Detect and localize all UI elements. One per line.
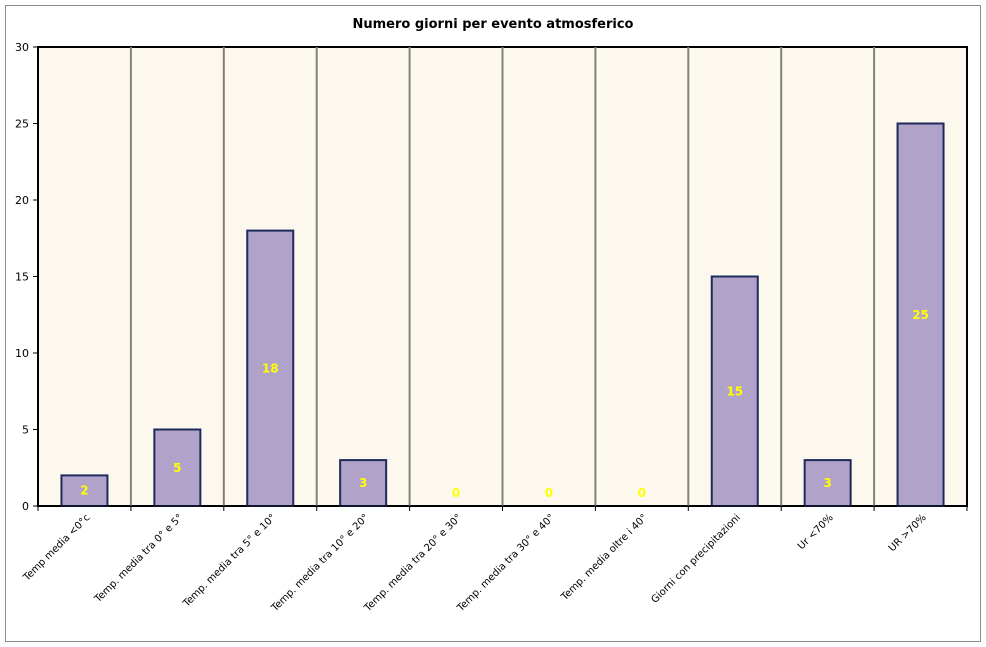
x-tick-label: UR >70% <box>887 512 929 554</box>
x-tick-label: Temp. media tra 20° e 30° <box>362 512 464 614</box>
data-label: 5 <box>173 461 181 475</box>
data-label: 0 <box>452 486 460 500</box>
x-tick-label: Temp. media tra 5° e 10° <box>181 512 279 610</box>
bar <box>710 275 759 507</box>
data-label: 25 <box>912 308 929 322</box>
data-label: 3 <box>359 476 367 490</box>
y-tick-label: 10 <box>15 347 29 360</box>
x-tick-label: Temp. media oltre i 40° <box>559 512 650 603</box>
chart-title: Numero giorni per evento atmosferico <box>353 17 634 32</box>
data-label: 2 <box>80 484 88 498</box>
data-label: 18 <box>262 361 279 375</box>
x-tick-label: Temp media <0°c <box>21 512 93 584</box>
y-tick-label: 0 <box>22 500 29 513</box>
bar <box>803 459 852 508</box>
x-tick-label: Temp. media tra 30° e 40° <box>455 512 557 614</box>
x-axis: Temp media <0°c Temp. media tra 0° e 5°Te… <box>21 505 968 615</box>
y-tick-label: 5 <box>22 424 29 437</box>
data-label: 15 <box>726 384 743 398</box>
y-tick-label: 15 <box>15 271 29 284</box>
y-axis: 0 5 10 15 20 25 30 <box>15 41 39 513</box>
bar <box>896 122 945 507</box>
grid-lines <box>129 47 876 506</box>
x-tick-label: Ur <70% <box>796 512 836 552</box>
x-tick-label: Temp. media tra 0° e 5° <box>92 512 185 605</box>
x-tick-label: Giorni con precipitazioni <box>649 512 742 605</box>
x-tick-label: Temp. media tra 10° e 20° <box>269 512 371 614</box>
y-tick-label: 30 <box>15 41 29 54</box>
data-label: 0 <box>545 486 553 500</box>
bars <box>60 122 945 508</box>
data-label: 0 <box>638 486 646 500</box>
y-tick-label: 25 <box>15 118 29 131</box>
y-tick-label: 20 <box>15 194 29 207</box>
data-label: 3 <box>823 476 831 490</box>
